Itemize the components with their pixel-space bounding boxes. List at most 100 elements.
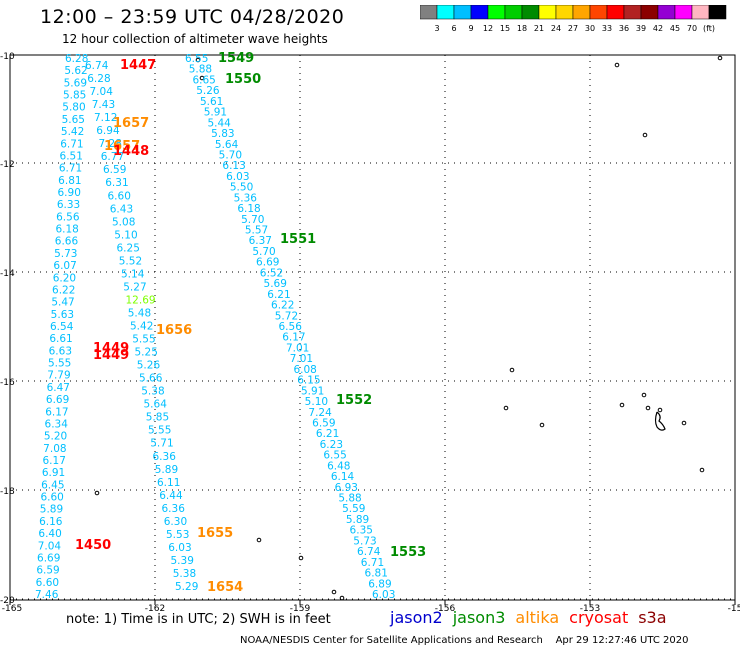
track-a-value: 5.69 <box>64 77 87 89</box>
track-b-value: 7.43 <box>92 99 115 111</box>
chart-subtitle: 12 hour collection of altimeter wave hei… <box>62 32 328 46</box>
track-a-value: 6.56 <box>56 211 80 223</box>
island-shape <box>614 62 620 68</box>
track-b-value: 7.12 <box>94 112 117 124</box>
track-c-value: 6.35 <box>350 525 373 537</box>
track-c-value: 6.03 <box>226 171 249 183</box>
track-b-value: 6.74 <box>85 60 109 72</box>
track-c-value: 5.61 <box>200 96 223 108</box>
track-b-value: 5.53 <box>166 529 189 541</box>
island-shape <box>642 132 648 138</box>
track-b-value: 6.94 <box>96 125 120 137</box>
color-scale-label: 70 <box>687 24 697 33</box>
x-tick-label: -156 <box>435 604 456 614</box>
pass-label: 1551 <box>280 232 316 247</box>
track-c-value: 5.64 <box>215 139 239 151</box>
color-scale-label: 21 <box>534 24 544 33</box>
pass-label: 1655 <box>197 526 233 541</box>
island-shape <box>641 392 647 398</box>
track-b-value: 5.08 <box>112 216 135 228</box>
track-c-value: 6.03 <box>372 589 395 601</box>
track-c-value: 5.91 <box>204 107 227 119</box>
y-tick-label: -14 <box>0 269 15 279</box>
track-b-value: 6.43 <box>110 203 133 215</box>
color-scale-label: 45 <box>670 24 680 33</box>
track-b-value: 5.48 <box>128 307 151 319</box>
island-shape <box>298 555 304 561</box>
color-scale-label: (ft) <box>703 24 715 33</box>
track-c-value: 6.37 <box>249 235 272 247</box>
track-a-value: 6.18 <box>55 224 78 236</box>
map-frame <box>9 54 736 601</box>
track-a-value: 7.46 <box>35 589 59 601</box>
track-b-value: 6.59 <box>103 164 126 176</box>
track-b-value: 5.26 <box>137 360 161 372</box>
track-c-value: 5.10 <box>305 396 328 408</box>
track-b-value: 5.89 <box>155 464 178 476</box>
track-b-value: 5.38 <box>141 386 164 398</box>
color-scale-label: 12 <box>483 24 493 33</box>
track-c-value: 6.93 <box>335 482 358 494</box>
track-b-value: 6.30 <box>164 516 187 528</box>
track-b-value: 5.14 <box>121 268 145 280</box>
track-c-value: 7.01 <box>286 342 309 354</box>
y-tick-label: -10 <box>0 52 15 62</box>
satellite-legend-s3a: s3a <box>638 608 667 627</box>
track-c-value: 6.23 <box>320 439 343 451</box>
track-b-value: 5.64 <box>144 399 168 411</box>
track-c-value: 5.36 <box>234 192 258 204</box>
y-tick-label: -12 <box>0 160 15 170</box>
track-c-value: 5.88 <box>189 64 212 76</box>
track-a-value: 6.07 <box>53 260 76 272</box>
track-a-value: 6.40 <box>38 528 61 540</box>
track-a-value: 6.60 <box>40 492 63 504</box>
track-c-value: 5.72 <box>275 310 298 322</box>
track-a-value: 6.69 <box>46 394 69 406</box>
color-swatch <box>708 5 727 20</box>
color-scale-label: 9 <box>468 24 473 33</box>
track-b-value: 6.44 <box>159 490 183 502</box>
track-a-value: 5.73 <box>54 248 77 260</box>
track-c-value: 5.69 <box>264 278 287 290</box>
track-b-value: 6.31 <box>105 177 128 189</box>
track-b-value: 6.25 <box>117 242 140 254</box>
track-a-value: 5.63 <box>51 309 74 321</box>
pass-label: 1448 <box>113 144 149 159</box>
x-tick-label: -162 <box>145 604 165 614</box>
color-scale-label: 39 <box>636 24 646 33</box>
footer: NOAA/NESDIS Center for Satellite Applica… <box>240 635 689 646</box>
island-shape <box>539 422 545 428</box>
pass-label: 1656 <box>156 323 192 338</box>
track-a-value: 6.47 <box>47 382 70 394</box>
track-a-value: 6.71 <box>59 163 82 175</box>
island-shape <box>657 407 663 413</box>
track-b-value: 7.28 <box>99 138 122 150</box>
island-shape <box>339 595 345 601</box>
track-c-value: 6.08 <box>293 364 316 376</box>
track-c-value: 7.24 <box>308 407 332 419</box>
y-tick-label: -16 <box>0 378 15 388</box>
track-a-value: 6.91 <box>42 467 65 479</box>
y-tick-label: -20 <box>0 596 15 606</box>
track-c-value: 6.15 <box>297 375 320 387</box>
island-shape <box>681 420 687 426</box>
track-c-value: 5.70 <box>219 149 242 161</box>
footer-timestamp: Apr 29 12:27:46 UTC 2020 <box>555 635 689 646</box>
track-b-value: 6.36 <box>162 503 186 515</box>
island-shape <box>199 75 205 81</box>
track-a-value: 6.63 <box>49 345 72 357</box>
track-c-value: 5.73 <box>353 535 376 547</box>
track-b-value: 12.69 <box>126 294 156 306</box>
track-b-value: 6.36 <box>153 451 177 463</box>
track-b-value: 6.77 <box>101 151 124 163</box>
track-b-value: 5.85 <box>146 412 169 424</box>
track-c-value: 6.17 <box>282 332 305 344</box>
track-c-value: 6.52 <box>260 267 283 279</box>
satellite-legend-altika: altika <box>515 608 560 627</box>
note-text: note: 1) Time is in UTC; 2) SWH is in fe… <box>66 612 331 627</box>
satellite-legend-jason2: jason2 <box>390 608 443 627</box>
island-shape <box>195 57 201 63</box>
pass-label: 1657 <box>104 139 140 154</box>
track-c-value: 6.69 <box>256 257 279 269</box>
